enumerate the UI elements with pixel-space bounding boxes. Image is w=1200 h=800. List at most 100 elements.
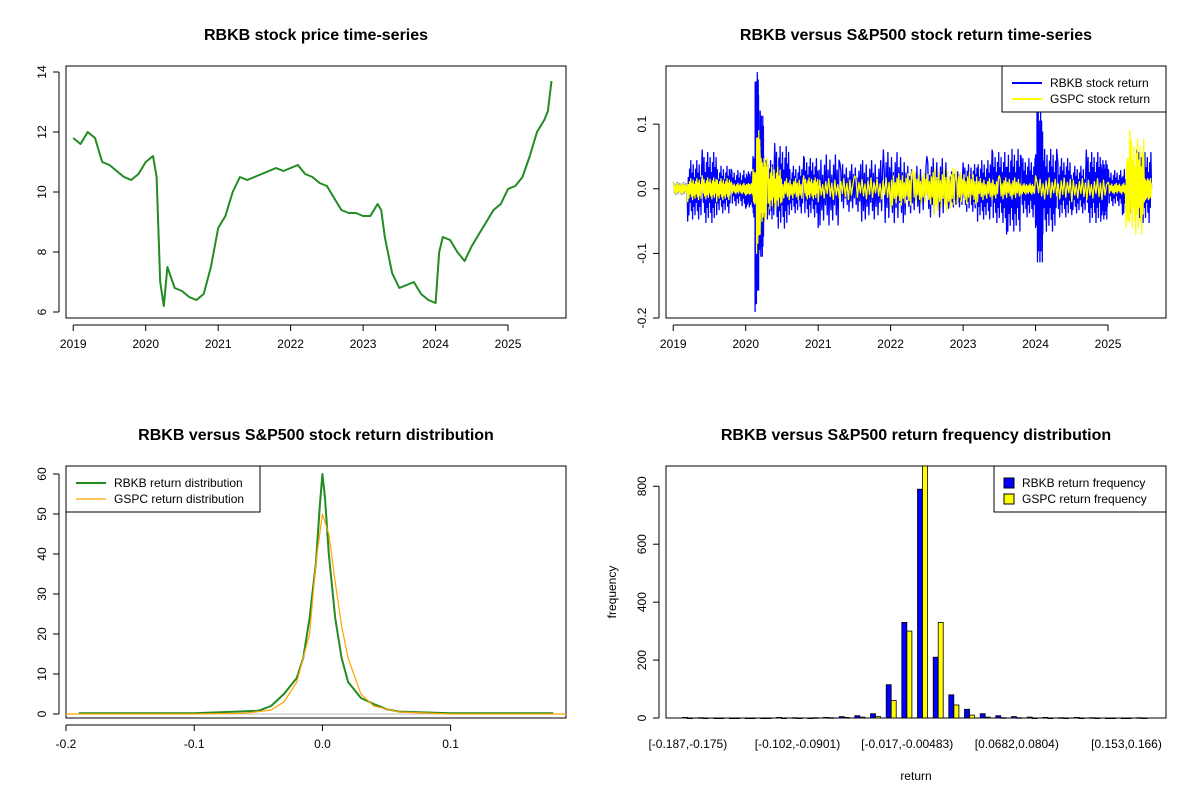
histogram-bar [729,717,735,720]
legend-swatch [1003,493,1015,505]
plot-frame [65,465,567,719]
chart-title: RBKB versus S&P500 stock return time-ser… [740,27,1092,44]
y-tick-label: 40 [35,547,49,561]
y-tick-label: 30 [35,587,49,601]
histogram-bar [718,717,725,720]
histogram-bar [1000,717,1007,719]
y-axis-label: frequency [605,566,619,619]
y-tick-label: 600 [635,534,649,554]
x-tick-label: 2020 [732,337,759,351]
histogram-bar [702,717,709,720]
histogram-bar [1078,717,1085,720]
x-tick-label: 0.1 [442,737,459,751]
histogram-bar [854,715,861,719]
histogram-bar [1110,717,1116,720]
histogram-bar [734,717,740,720]
histogram-bar [1016,717,1022,719]
histogram-bar [1136,717,1143,719]
legend-label: GSPC return distribution [114,492,244,506]
y-tick-label: 800 [635,476,649,496]
y-tick-label: 10 [35,185,49,199]
histogram-bar [823,717,829,719]
legend-label: GSPC return frequency [1022,492,1147,506]
histogram-bar [682,717,688,719]
histogram-bar [922,465,928,719]
return-distribution-chart: RBKB versus S&P500 stock return distribu… [35,427,567,751]
histogram-bar [1042,717,1049,719]
y-tick-label: 20 [35,627,49,641]
histogram-bar [776,717,782,719]
histogram-bar [1073,717,1080,719]
histogram-bar [885,684,892,719]
chart-title: RBKB stock price time-series [204,27,428,44]
chart-title: RBKB versus S&P500 stock return distribu… [138,427,494,444]
histogram-bar [1011,716,1017,719]
histogram-bar [1026,716,1033,719]
plot-frame [665,465,1167,719]
legend-box [1001,65,1167,113]
y-tick-label: 200 [635,650,649,670]
x-axis-label: return [900,769,931,783]
histogram-bar [1063,717,1069,720]
y-tick-label: 10 [35,667,49,681]
x-tick-label: [-0.102,-0.0901) [755,737,840,751]
x-tick-label: 2021 [205,337,232,351]
y-tick-label: 60 [35,467,49,481]
histogram-bar [807,717,814,720]
histogram-bar [791,717,798,719]
x-tick-label: 2020 [132,337,159,351]
x-tick-label: 2019 [60,337,87,351]
histogram-bar [964,708,970,719]
y-tick-label: -0.2 [635,307,649,328]
y-tick-label: 8 [35,248,49,255]
histogram-bar [1047,717,1054,720]
legend-box [993,465,1167,513]
density-line [78,473,554,715]
x-tick-label: 2019 [660,337,687,351]
y-tick-label: 0 [635,714,649,721]
histogram-bar [901,622,908,719]
histogram-bar [969,714,975,719]
return-series-line [672,129,1153,255]
y-tick-label: 14 [35,65,49,79]
histogram-bar [812,717,819,719]
histogram-bar [875,716,881,719]
histogram-bar [932,656,939,719]
x-tick-label: [0.0682,0.0804) [975,737,1059,751]
x-tick-label: 0.0 [314,737,331,751]
return-frequency-chart: RBKB versus S&P500 return frequency dist… [605,427,1167,783]
x-tick-label: -0.2 [56,737,77,751]
histogram-bar [765,717,772,720]
histogram-bar [948,694,955,719]
x-tick-label: 2025 [495,337,522,351]
y-tick-label: 400 [635,592,649,612]
histogram-bar [906,630,913,719]
plot-frame [665,65,1167,319]
return-series-line [672,71,1153,313]
x-tick-label: 2024 [422,337,449,351]
histogram-bar [1120,717,1127,720]
x-tick-label: 2023 [950,337,977,351]
histogram-bar [979,713,986,719]
histogram-bar [995,715,1002,719]
x-tick-label: [0.153,0.166) [1091,737,1162,751]
chart-title: RBKB versus S&P500 return frequency dist… [721,427,1111,444]
y-tick-label: 0.1 [635,115,649,132]
x-tick-label: 2022 [877,337,904,351]
histogram-bar [781,717,787,720]
histogram-bar [687,717,693,720]
y-tick-label: 50 [35,507,49,521]
y-tick-label: 6 [35,308,49,315]
histogram-bar [796,717,803,720]
x-tick-label: 2021 [805,337,832,351]
x-tick-label: [-0.017,-0.00483) [861,737,953,751]
y-tick-label: 0.0 [635,180,649,197]
histogram-bar [984,716,991,719]
y-tick-label: 0 [35,710,49,717]
histogram-bar [1031,717,1038,720]
histogram-bar [859,716,866,719]
histogram-bar [953,704,960,719]
histogram-bar [744,717,751,720]
x-tick-label: -0.1 [184,737,205,751]
histogram-bar [1089,717,1096,719]
